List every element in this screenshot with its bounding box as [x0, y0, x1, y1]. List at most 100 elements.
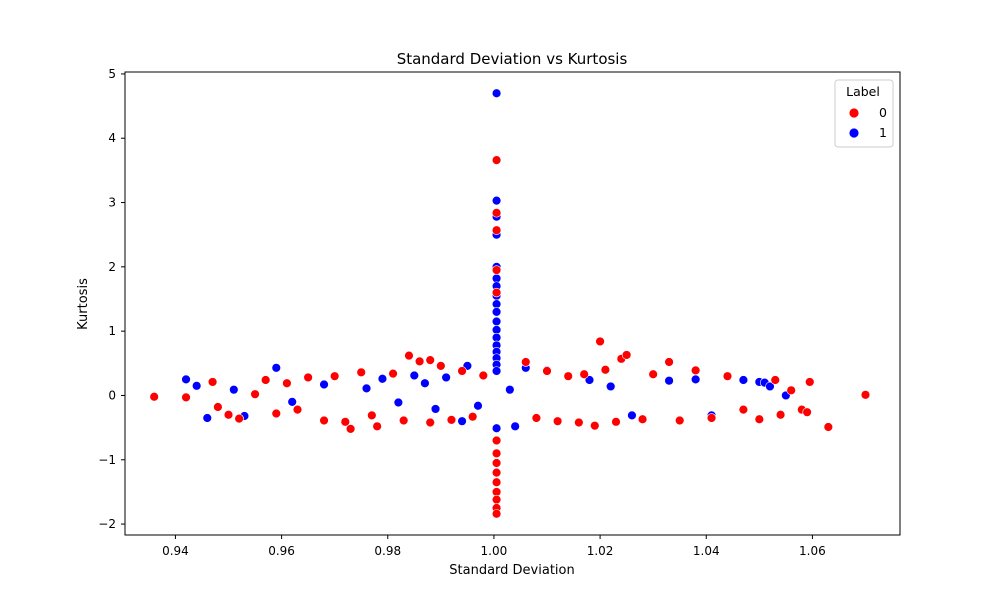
data-point-label-1 — [606, 381, 616, 392]
data-point-label-1 — [409, 370, 419, 381]
y-tick-label: 0 — [108, 388, 116, 402]
data-point-label-1 — [393, 397, 404, 408]
data-point-label-1 — [491, 423, 502, 433]
data-point-label-0 — [600, 365, 611, 375]
data-point-label-0 — [491, 458, 502, 468]
data-point-label-0 — [250, 389, 260, 399]
data-point-label-0 — [478, 370, 489, 381]
data-point-label-0 — [542, 366, 552, 376]
data-point-label-0 — [491, 494, 502, 505]
y-tick-label: 1 — [108, 324, 116, 338]
data-point-label-0 — [611, 417, 621, 427]
data-point-label-1 — [491, 316, 502, 327]
data-point-label-1 — [473, 401, 483, 411]
data-point-label-0 — [292, 404, 303, 415]
data-point-label-0 — [414, 356, 425, 367]
data-point-label-0 — [367, 410, 377, 421]
data-point-label-0 — [234, 413, 244, 424]
y-tick-label: −2 — [98, 517, 116, 531]
data-point-label-1 — [377, 374, 388, 384]
data-point-label-0 — [282, 378, 292, 388]
y-tick-label: 5 — [108, 67, 116, 81]
data-point-label-0 — [491, 155, 502, 165]
data-point-label-0 — [446, 415, 457, 425]
data-point-label-0 — [690, 365, 701, 376]
x-tick-label: 0.98 — [374, 544, 401, 558]
chart-title: Standard Deviation vs Kurtosis — [397, 50, 628, 68]
data-point-label-0 — [329, 371, 340, 381]
data-point-label-0 — [372, 421, 382, 432]
data-point-label-0 — [398, 415, 409, 426]
plot-frame — [124, 71, 901, 536]
data-point-label-1 — [457, 416, 467, 426]
data-point-label-0 — [491, 509, 502, 519]
data-point-label-0 — [223, 410, 234, 420]
data-point-label-0 — [213, 402, 223, 412]
points-layer — [149, 88, 871, 519]
legend-label-1: 1 — [879, 125, 887, 140]
data-point-label-0 — [521, 357, 531, 367]
x-axis-label: Standard Deviation — [449, 563, 574, 578]
data-point-label-0 — [786, 385, 796, 396]
data-point-label-0 — [770, 375, 780, 385]
data-point-label-0 — [467, 411, 478, 422]
data-point-label-1 — [229, 384, 239, 395]
data-point-label-1 — [765, 381, 775, 392]
x-tick-label: 1.06 — [799, 544, 826, 558]
y-tick-label: 4 — [108, 131, 116, 145]
legend-marker-1 — [848, 127, 860, 139]
data-point-label-1 — [271, 363, 281, 373]
data-point-label-1 — [420, 378, 430, 388]
data-point-label-1 — [690, 374, 701, 385]
y-tick-label: 2 — [108, 260, 116, 274]
data-point-label-0 — [574, 417, 584, 428]
data-point-label-0 — [388, 368, 398, 379]
data-point-label-0 — [637, 414, 648, 424]
data-point-label-0 — [319, 415, 329, 426]
data-point-label-0 — [425, 355, 435, 365]
data-point-label-0 — [345, 424, 356, 434]
data-point-label-0 — [860, 390, 871, 400]
x-tick-label: 1.04 — [693, 544, 720, 558]
data-point-label-0 — [590, 420, 600, 431]
data-point-label-1 — [491, 88, 502, 98]
data-point-label-0 — [563, 371, 573, 381]
data-point-label-0 — [491, 467, 502, 478]
x-axis: 0.94 0.96 0.98 1.00 1.02 1.04 1.06 — [162, 535, 826, 558]
data-point-label-0 — [491, 265, 502, 275]
data-point-label-0 — [491, 225, 502, 235]
data-point-label-1 — [361, 383, 372, 394]
data-point-label-0 — [722, 371, 733, 381]
data-point-label-0 — [805, 377, 815, 387]
data-point-label-1 — [191, 381, 202, 391]
data-point-label-0 — [648, 369, 658, 379]
data-point-label-0 — [802, 407, 812, 417]
data-point-label-1 — [319, 379, 329, 390]
data-point-label-0 — [303, 372, 313, 383]
data-point-label-1 — [491, 307, 502, 317]
data-point-label-0 — [579, 369, 589, 379]
data-point-label-1 — [627, 410, 637, 421]
data-point-label-0 — [754, 414, 765, 424]
data-point-label-1 — [738, 375, 749, 385]
data-point-label-0 — [491, 208, 502, 218]
data-point-label-1 — [430, 404, 441, 414]
data-point-label-0 — [340, 417, 350, 427]
data-point-label-1 — [287, 397, 297, 407]
data-point-label-0 — [207, 377, 218, 387]
data-point-label-1 — [441, 372, 451, 383]
data-point-label-1 — [491, 366, 502, 376]
data-point-label-1 — [510, 421, 520, 432]
x-tick-label: 0.96 — [268, 544, 295, 558]
legend-title: Label — [846, 84, 880, 99]
data-point-label-0 — [149, 392, 159, 402]
x-tick-label: 1.02 — [587, 544, 614, 558]
x-tick-label: 1.00 — [481, 544, 508, 558]
y-tick-label: −1 — [98, 453, 116, 467]
data-point-label-0 — [425, 417, 435, 428]
data-point-label-0 — [531, 413, 542, 423]
data-point-label-0 — [181, 392, 191, 403]
data-point-label-0 — [491, 435, 502, 446]
legend-marker-0 — [848, 107, 860, 119]
